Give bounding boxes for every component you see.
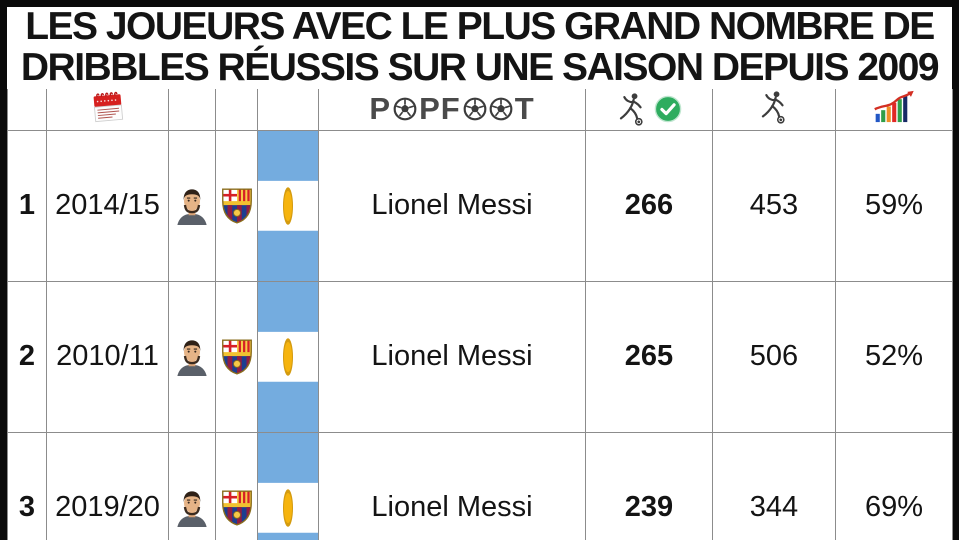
soccer-ball-icon [463, 97, 487, 121]
barcelona-badge [219, 338, 255, 376]
barcelona-badge [219, 187, 255, 225]
dribbler-icon [758, 90, 790, 124]
dribbles-attempted-cell: 506 [712, 280, 836, 433]
season-header [46, 88, 169, 131]
dribbles-ranking-table: P PF T [7, 88, 953, 540]
player-photo [168, 129, 216, 282]
nation-flag [257, 280, 319, 433]
messi-photo [172, 186, 212, 225]
rising-bar-chart-icon [872, 90, 916, 123]
club-header [215, 88, 258, 131]
page-title: LES JOUEURS AVEC LE PLUS GRAND NOMBRE DE… [7, 5, 952, 89]
success-rate-cell: 52% [835, 280, 953, 433]
logo-letter: P [369, 91, 392, 127]
club-badge [215, 129, 258, 282]
dribbler-icon [616, 92, 648, 126]
messi-photo [172, 488, 212, 527]
table-row: 2 2010/11 Lionel Messi 265 506 52% [7, 280, 953, 433]
rank-header [7, 88, 47, 131]
club-badge [215, 431, 258, 540]
player-name-cell: Lionel Messi [318, 280, 586, 433]
player-photo [168, 280, 216, 433]
success-rate-cell: 59% [835, 129, 953, 282]
barcelona-badge [219, 489, 255, 527]
popfoot-logo: P PF T [320, 91, 585, 127]
success-rate-cell: 69% [835, 431, 953, 540]
season-cell: 2010/11 [46, 280, 169, 433]
messi-photo [172, 337, 212, 376]
argentina-flag [258, 433, 318, 540]
table-row: 1 2014/15 Lionel Messi 266 453 59% [7, 129, 953, 282]
header-row: P PF T [7, 88, 953, 131]
dribbles-completed-header [585, 88, 713, 131]
season-cell: 2019/20 [46, 431, 169, 540]
success-rate-header [835, 88, 953, 131]
argentina-flag [258, 282, 318, 432]
logo-letters: PF [419, 91, 461, 127]
dribbles-attempted-cell: 453 [712, 129, 836, 282]
player-name-cell: Lionel Messi [318, 431, 586, 540]
dribbles-completed-cell: 265 [585, 280, 713, 433]
dribbles-completed-cell: 239 [585, 431, 713, 540]
title-line-2: DRIBBLES RÉUSSIS SUR UNE SAISON DEPUIS 2… [20, 45, 940, 89]
logo-letter: T [514, 91, 535, 127]
rank-cell: 2 [7, 280, 47, 433]
stats-table-area: P PF T [7, 88, 953, 540]
dribbles-completed-cell: 266 [585, 129, 713, 282]
table-row: 3 2019/20 Lionel Messi 239 344 69% [7, 431, 953, 540]
rank-cell: 1 [7, 129, 47, 282]
photo-header [168, 88, 216, 131]
rank-cell: 3 [7, 431, 47, 540]
dribbles-attempted-header [712, 88, 836, 131]
nation-flag [257, 431, 319, 540]
player-photo [168, 431, 216, 540]
dribbles-attempted-cell: 344 [712, 431, 836, 540]
season-cell: 2014/15 [46, 129, 169, 282]
argentina-flag [258, 131, 318, 281]
nation-flag [257, 129, 319, 282]
soccer-ball-icon [393, 97, 417, 121]
club-badge [215, 280, 258, 433]
soccer-ball-icon [489, 97, 513, 121]
green-check-icon [654, 95, 682, 123]
title-line-1: LES JOUEURS AVEC LE PLUS GRAND NOMBRE DE [25, 5, 935, 48]
player-header: P PF T [318, 88, 586, 131]
calendar-icon [90, 89, 126, 125]
player-name-cell: Lionel Messi [318, 129, 586, 282]
nation-header [257, 88, 319, 131]
